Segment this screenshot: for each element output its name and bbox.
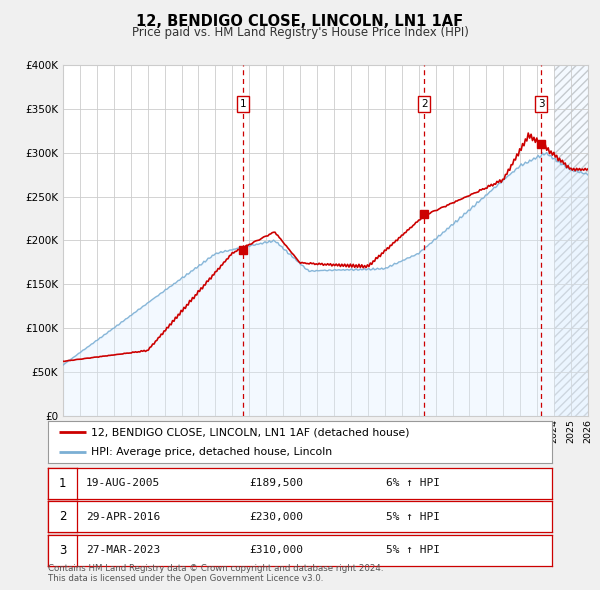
Text: 1: 1 — [240, 99, 247, 109]
Bar — [554, 65, 600, 416]
Text: 29-APR-2016: 29-APR-2016 — [86, 512, 160, 522]
Text: 12, BENDIGO CLOSE, LINCOLN, LN1 1AF (detached house): 12, BENDIGO CLOSE, LINCOLN, LN1 1AF (det… — [91, 427, 409, 437]
Text: 2: 2 — [421, 99, 428, 109]
Text: 5% ↑ HPI: 5% ↑ HPI — [386, 546, 440, 555]
Text: £310,000: £310,000 — [250, 546, 304, 555]
Bar — [554, 65, 600, 416]
Text: 2: 2 — [59, 510, 66, 523]
Text: 12, BENDIGO CLOSE, LINCOLN, LN1 1AF: 12, BENDIGO CLOSE, LINCOLN, LN1 1AF — [136, 14, 464, 29]
Text: 3: 3 — [59, 544, 66, 557]
Text: 27-MAR-2023: 27-MAR-2023 — [86, 546, 160, 555]
Text: 5% ↑ HPI: 5% ↑ HPI — [386, 512, 440, 522]
Text: 6% ↑ HPI: 6% ↑ HPI — [386, 478, 440, 488]
Text: 1: 1 — [59, 477, 66, 490]
Text: Contains HM Land Registry data © Crown copyright and database right 2024.
This d: Contains HM Land Registry data © Crown c… — [48, 563, 383, 583]
Text: 19-AUG-2005: 19-AUG-2005 — [86, 478, 160, 488]
Text: 3: 3 — [538, 99, 544, 109]
Text: £230,000: £230,000 — [250, 512, 304, 522]
Text: £189,500: £189,500 — [250, 478, 304, 488]
Text: Price paid vs. HM Land Registry's House Price Index (HPI): Price paid vs. HM Land Registry's House … — [131, 26, 469, 39]
Text: HPI: Average price, detached house, Lincoln: HPI: Average price, detached house, Linc… — [91, 447, 332, 457]
